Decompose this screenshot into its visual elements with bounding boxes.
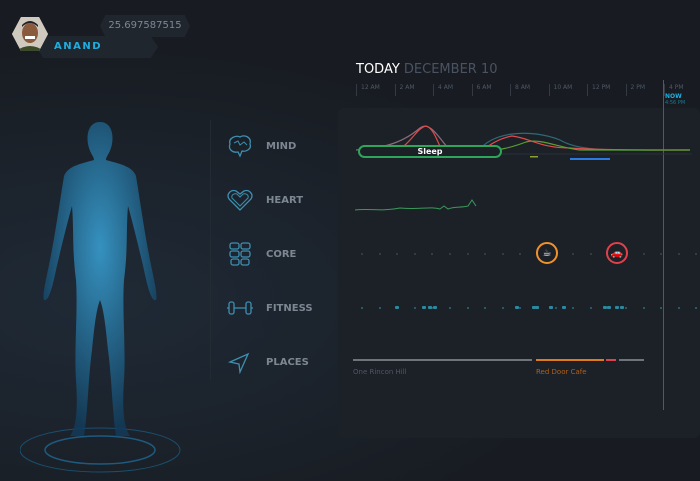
fitness-dot xyxy=(484,307,487,309)
time-tick: 12 AM xyxy=(356,84,380,96)
core-dot xyxy=(449,253,451,255)
fitness-activity xyxy=(607,306,611,309)
mind-chart xyxy=(354,125,692,211)
fitness-dot xyxy=(519,307,522,309)
category-label: HEART xyxy=(266,194,304,206)
core-dot xyxy=(413,253,416,255)
car-event[interactable]: 🚗 xyxy=(606,242,628,264)
fitness-activity xyxy=(620,306,624,309)
today-label: TODAY xyxy=(356,62,400,77)
fitness-dot xyxy=(361,307,363,309)
user-name[interactable]: ANAND SHARMA xyxy=(36,36,158,58)
timeline-panel xyxy=(338,108,700,438)
core-dot xyxy=(501,253,504,255)
category-heart[interactable]: HEART xyxy=(226,188,303,212)
core-icon xyxy=(229,242,251,266)
category-label: PLACES xyxy=(266,356,309,368)
page-title: TODAY DECEMBER 10 xyxy=(356,62,498,77)
sleep-block[interactable]: Sleep xyxy=(358,145,502,158)
core-dot xyxy=(361,253,363,255)
time-tick: 8 AM xyxy=(510,84,530,96)
fitness-dot xyxy=(413,307,416,309)
fitness-dot xyxy=(695,307,698,309)
time-tick: 4 AM xyxy=(433,84,453,96)
core-dot xyxy=(396,253,399,255)
fitness-dot xyxy=(660,307,663,309)
place-label: Red Door Cafe xyxy=(536,368,587,376)
fitness-dot xyxy=(466,307,469,309)
place-bar-red-door-cafe[interactable] xyxy=(536,359,604,361)
now-time: 4:56 PM xyxy=(665,100,686,106)
time-tick: 12 PM xyxy=(587,84,610,96)
coffee-icon: ☕ xyxy=(542,247,552,259)
core-dot xyxy=(589,253,592,255)
heart-icon xyxy=(227,189,253,211)
category-fitness[interactable]: FITNESS xyxy=(226,296,313,320)
place-bar-other[interactable] xyxy=(619,359,644,361)
core-dot xyxy=(660,253,663,255)
coordinate-readout: 25.697587515 xyxy=(100,15,190,37)
navigation-arrow-icon xyxy=(227,352,250,374)
mind-marker xyxy=(530,156,538,158)
core-dot xyxy=(695,253,698,255)
coffee-event[interactable]: ☕ xyxy=(536,242,558,264)
core-dot xyxy=(484,253,487,255)
fitness-activity xyxy=(549,306,553,309)
time-tick: 6 AM xyxy=(471,84,492,96)
category-label: FITNESS xyxy=(266,302,313,314)
now-line xyxy=(663,80,664,410)
core-dot xyxy=(642,253,645,255)
brain-icon xyxy=(228,135,252,158)
category-label: CORE xyxy=(266,248,297,260)
fitness-dot xyxy=(589,307,592,309)
now-label: NOW xyxy=(665,93,682,100)
place-bar-one-rincon-hill[interactable] xyxy=(353,359,532,361)
time-tick: 10 AM xyxy=(548,84,572,96)
fitness-activity xyxy=(532,306,536,309)
time-tick: 2 PM xyxy=(625,84,645,96)
car-icon: 🚗 xyxy=(610,247,624,259)
fitness-dot xyxy=(572,307,575,309)
human-body-figure xyxy=(20,122,181,473)
fitness-dot xyxy=(554,307,557,309)
fitness-dot xyxy=(431,307,434,309)
fitness-activity xyxy=(535,306,539,309)
fitness-activity xyxy=(422,306,426,309)
mind-marker xyxy=(570,158,610,160)
mind-line xyxy=(479,140,690,153)
fitness-activity xyxy=(395,306,399,309)
fitness-activity xyxy=(603,306,607,309)
core-dot xyxy=(677,253,680,255)
fitness-dot xyxy=(642,307,645,309)
date-label: DECEMBER 10 xyxy=(403,62,498,77)
time-tick: 2 AM xyxy=(394,84,415,96)
place-label: One Rincon Hill xyxy=(353,368,407,376)
category-label: MIND xyxy=(266,140,297,152)
core-dot xyxy=(572,253,575,255)
place-bar-transit[interactable] xyxy=(606,359,616,361)
fitness-dot xyxy=(449,307,451,309)
mind-line xyxy=(395,125,443,151)
heart-line xyxy=(354,199,477,211)
fitness-dot xyxy=(677,307,680,309)
divider xyxy=(210,120,211,380)
core-dot xyxy=(378,253,381,255)
fitness-activity xyxy=(428,306,432,309)
core-dot xyxy=(431,253,434,255)
core-dot xyxy=(519,253,522,255)
fitness-dot xyxy=(625,307,627,309)
fitness-activity xyxy=(515,306,519,309)
category-mind[interactable]: MIND xyxy=(226,134,296,158)
fitness-activity xyxy=(562,306,566,309)
fitness-dot xyxy=(378,307,381,309)
fitness-activity xyxy=(433,306,437,309)
time-tick: 4 PM xyxy=(664,84,684,96)
fitness-dot xyxy=(501,307,504,309)
core-dot xyxy=(466,253,469,255)
fitness-activity xyxy=(615,306,619,309)
dumbbell-icon xyxy=(227,301,253,315)
category-places[interactable]: PLACES xyxy=(226,350,309,374)
category-core[interactable]: CORE xyxy=(226,242,296,266)
